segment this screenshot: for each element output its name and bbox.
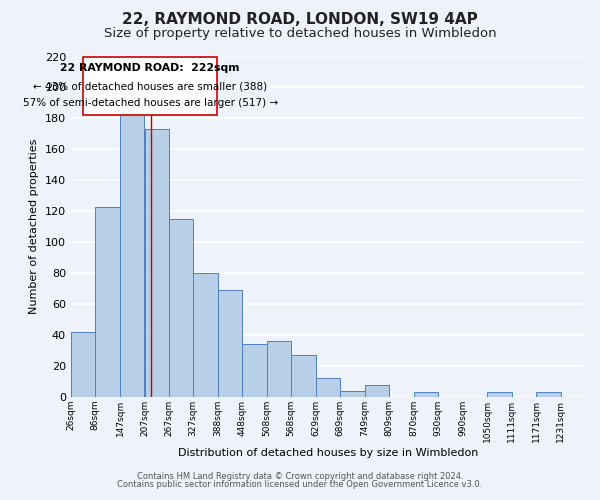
FancyBboxPatch shape (83, 56, 217, 116)
Bar (95, 206, 120, 397)
Text: Contains public sector information licensed under the Open Government Licence v3: Contains public sector information licen… (118, 480, 482, 489)
X-axis label: Distribution of detached houses by size in Wimbledon: Distribution of detached houses by size … (178, 448, 478, 458)
Bar (340, 391, 365, 397)
Text: ← 43% of detached houses are smaller (388): ← 43% of detached houses are smaller (38… (33, 82, 267, 92)
Bar (120, 112, 145, 397)
Bar (316, 378, 340, 397)
Bar (218, 290, 242, 397)
Bar (242, 344, 266, 397)
Bar (71, 332, 95, 397)
Y-axis label: Number of detached properties: Number of detached properties (29, 139, 39, 314)
Bar (536, 392, 560, 397)
Text: 22 RAYMOND ROAD:  222sqm: 22 RAYMOND ROAD: 222sqm (61, 62, 240, 72)
Text: Contains HM Land Registry data © Crown copyright and database right 2024.: Contains HM Land Registry data © Crown c… (137, 472, 463, 481)
Text: 57% of semi-detached houses are larger (517) →: 57% of semi-detached houses are larger (… (23, 98, 278, 108)
Bar (291, 355, 316, 397)
Bar (169, 219, 193, 397)
Text: Size of property relative to detached houses in Wimbledon: Size of property relative to detached ho… (104, 28, 496, 40)
Bar (487, 392, 512, 397)
Bar (414, 392, 438, 397)
Bar (267, 342, 291, 397)
Bar (145, 130, 169, 397)
Bar (193, 273, 218, 397)
Text: 22, RAYMOND ROAD, LONDON, SW19 4AP: 22, RAYMOND ROAD, LONDON, SW19 4AP (122, 12, 478, 28)
Bar (365, 384, 389, 397)
